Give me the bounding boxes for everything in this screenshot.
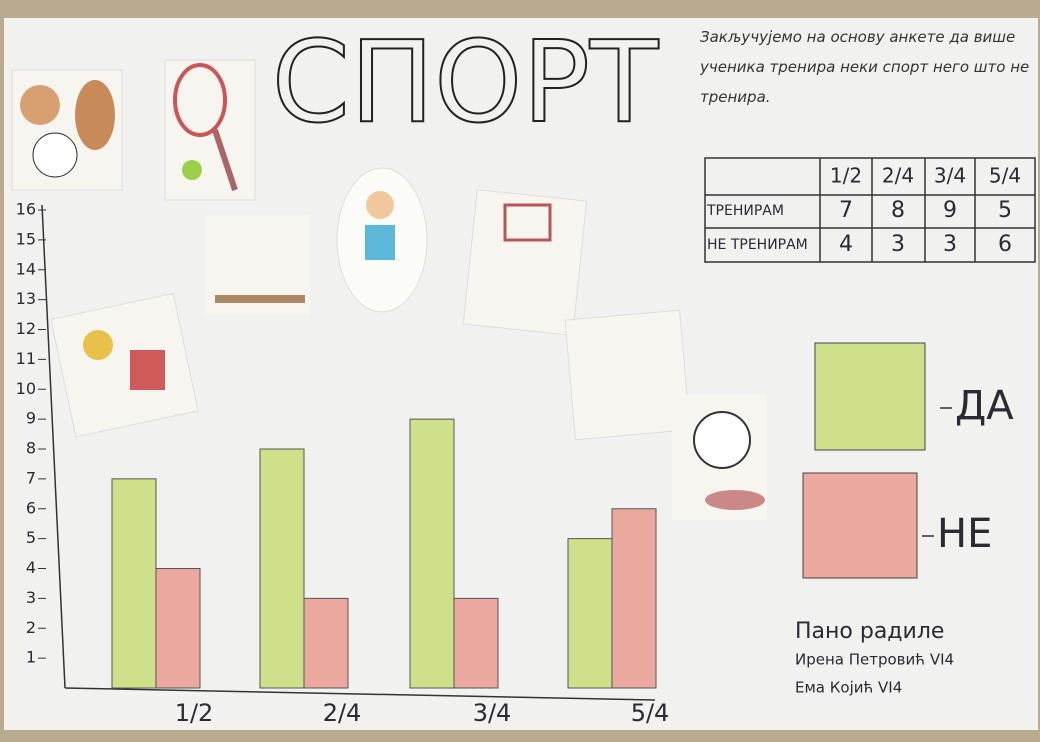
y-tick-label: 14	[16, 259, 36, 278]
y-tick-label: 11	[16, 349, 36, 368]
y-tick-label: 3	[26, 588, 36, 607]
credits-heading: Пано радиле	[795, 619, 944, 644]
bar	[568, 539, 612, 688]
table-cell: 9	[943, 198, 957, 223]
legend-label: ДА	[955, 383, 1014, 429]
bar	[410, 419, 454, 688]
x-tick-label: 1/2	[175, 699, 214, 727]
y-tick-label: 7	[26, 468, 36, 487]
y-tick-label: 8	[26, 439, 36, 458]
note-box: Закључујемо на основу анкете да више уче…	[700, 22, 1035, 112]
chart-title: СПОРТ	[272, 18, 659, 148]
legend-swatch	[803, 473, 917, 578]
y-tick-label: 2	[26, 618, 36, 637]
note: Закључујемо на основу анкете да више уче…	[700, 22, 1035, 112]
table-cell: 7	[839, 198, 853, 223]
table-cell: 3	[891, 232, 905, 257]
bar	[112, 479, 156, 688]
table-cell: 3	[943, 232, 957, 257]
x-tick-label: 3/4	[473, 699, 512, 727]
x-tick-label: 2/4	[323, 699, 362, 727]
bar	[612, 509, 656, 688]
table-cell: 6	[998, 232, 1012, 257]
y-tick-label: 13	[16, 289, 36, 308]
table-header: 1/2	[830, 164, 862, 188]
y-tick-label: 5	[26, 528, 36, 547]
table-row-label: ТРЕНИРАМ	[706, 203, 784, 219]
x-tick-label: 5/4	[631, 699, 670, 727]
bar	[304, 598, 348, 688]
credits-name: Ема Којић VI4	[795, 679, 902, 697]
y-tick-label: 6	[26, 498, 36, 517]
bar	[454, 598, 498, 688]
bar	[156, 569, 200, 689]
y-tick-label: 12	[16, 319, 36, 338]
poster: СПОРТ Закључујемо на основу анкете да ви…	[0, 0, 1040, 742]
credits-name: Ирена Петровић VI4	[795, 651, 954, 669]
table-header: 2/4	[882, 164, 914, 188]
legend-swatch	[815, 343, 925, 450]
bar	[260, 449, 304, 688]
y-tick-label: 1	[26, 648, 36, 667]
y-tick-label: 15	[16, 229, 36, 248]
y-tick-label: 4	[26, 558, 36, 577]
table-row-label: НЕ ТРЕНИРАМ	[707, 237, 808, 253]
table-cell: 8	[891, 198, 905, 223]
table-cell: 5	[998, 198, 1012, 223]
table-header: 3/4	[934, 164, 966, 188]
table-header: 5/4	[989, 164, 1021, 188]
legend-label: НЕ	[937, 511, 992, 557]
table-cell: 4	[839, 232, 853, 257]
y-tick-label: 10	[16, 379, 36, 398]
y-tick-label: 16	[16, 200, 36, 219]
y-tick-label: 9	[26, 409, 36, 428]
